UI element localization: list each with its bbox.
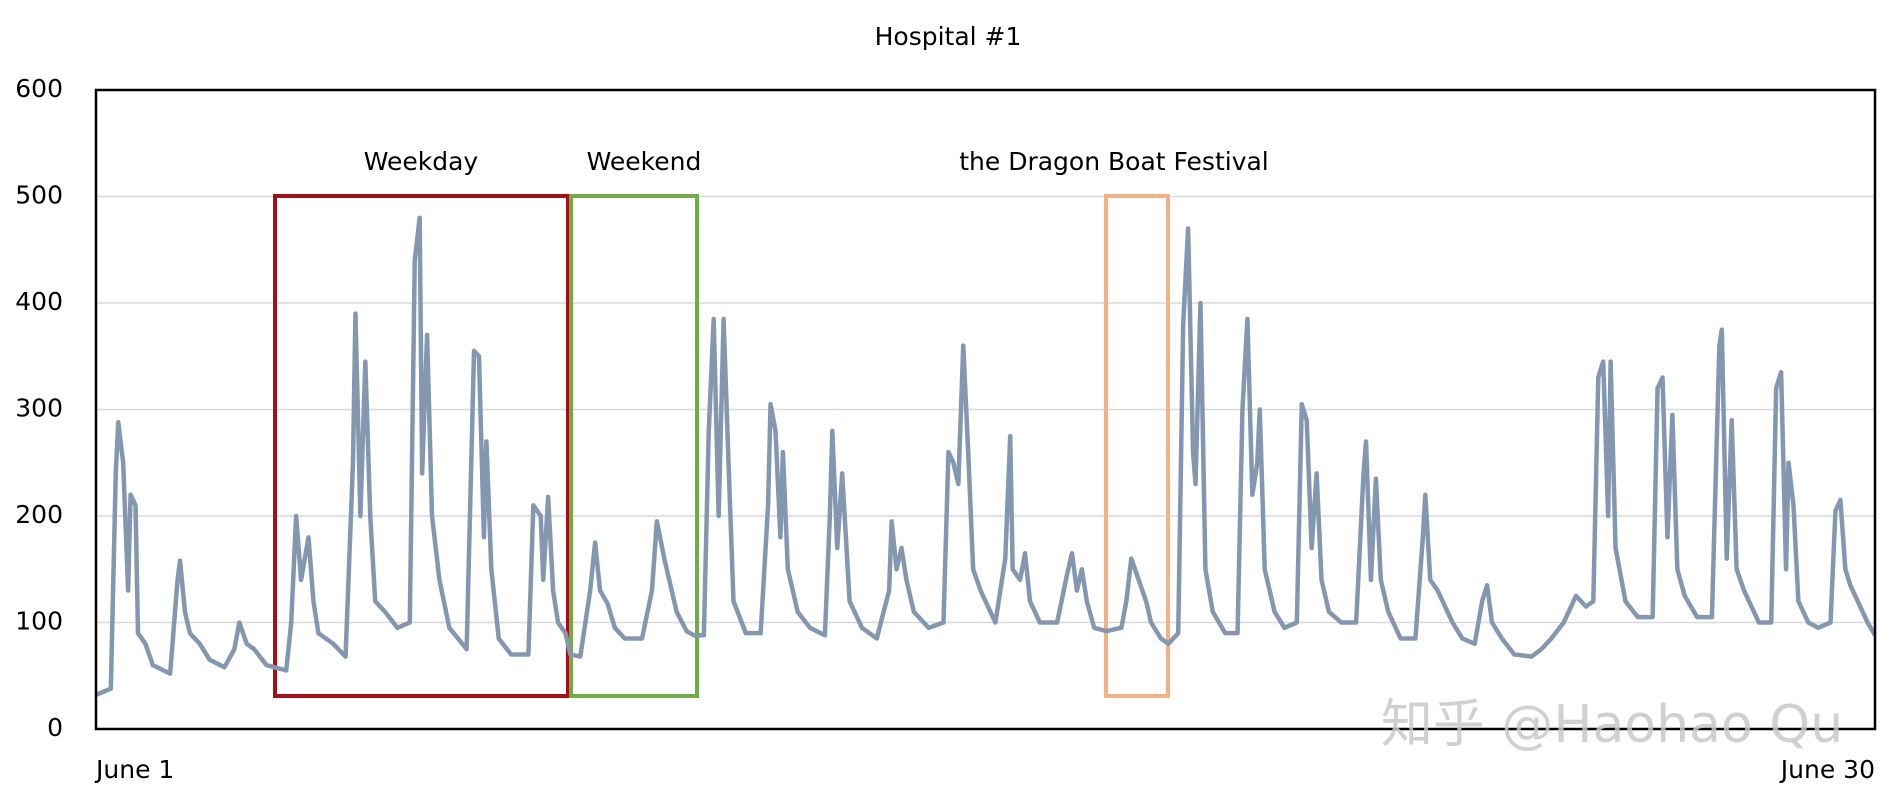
plot bbox=[95, 215, 1877, 697]
festival-box bbox=[1104, 194, 1170, 698]
y-tick-label: 400 bbox=[15, 287, 63, 316]
y-tick-label: 200 bbox=[15, 500, 63, 529]
plot-frame bbox=[94, 88, 1877, 731]
watermark: 知乎 @Haohao Qu bbox=[1381, 695, 1843, 755]
x-tick-label: June 1 bbox=[94, 755, 174, 784]
data-line bbox=[95, 215, 1877, 697]
weekend-box bbox=[569, 194, 699, 698]
y-tick-label: 600 bbox=[15, 74, 63, 103]
weekday-box bbox=[273, 194, 570, 698]
chart-title: Hospital #1 bbox=[875, 22, 1022, 51]
annotation: Weekend bbox=[587, 147, 702, 176]
y-tick-label: 500 bbox=[15, 181, 63, 210]
annotation: the Dragon Boat Festival bbox=[959, 147, 1269, 176]
y-tick-label: 300 bbox=[15, 394, 63, 423]
annotation: Weekday bbox=[364, 147, 479, 176]
y-tick-label: 100 bbox=[15, 607, 63, 636]
x-tick-label: June 30 bbox=[1779, 755, 1875, 784]
y-tick-label: 0 bbox=[47, 713, 63, 742]
